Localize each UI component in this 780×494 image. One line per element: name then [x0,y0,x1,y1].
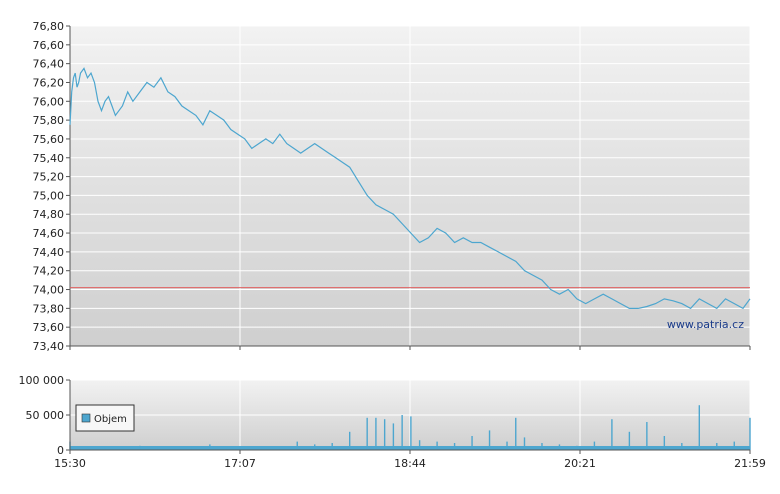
x-tick-label: 18:44 [394,457,426,470]
y-tick-label: 74,80 [33,208,65,221]
volume-y-tick-label: 0 [57,444,64,457]
volume-y-tick-label: 100 000 [19,374,65,387]
y-tick-label: 73,40 [33,340,65,353]
y-tick-label: 75,80 [33,114,65,127]
y-tick-label: 76,40 [33,58,65,71]
x-tick-label: 21:59 [734,457,766,470]
y-tick-label: 75,60 [33,133,65,146]
y-tick-label: 73,80 [33,302,65,315]
volume-baseline-band [70,446,750,450]
y-tick-label: 75,20 [33,171,65,184]
y-tick-label: 74,00 [33,284,65,297]
y-tick-label: 76,20 [33,76,65,89]
x-tick-label: 15:30 [54,457,86,470]
y-tick-label: 73,60 [33,321,65,334]
watermark-text: www.patria.cz [667,318,744,331]
legend-swatch [81,413,91,423]
volume-chart: 100 000 50 000 015:30 17:07 18:44 20:21 21:59 O… [19,374,766,470]
y-tick-label: 76,60 [33,39,65,52]
volume-y-tick-label: 50 000 [26,409,65,422]
price-series-line [69,67,751,310]
x-tick-label: 20:21 [564,457,596,470]
y-tick-label: 75,00 [33,189,65,202]
y-tick-label: 76,80 [33,20,65,33]
y-tick-label: 74,60 [33,227,65,240]
y-tick-label: 75,40 [33,152,65,165]
y-tick-label: 76,00 [33,95,65,108]
y-tick-label: 74,40 [33,246,65,259]
y-tick-label: 74,20 [33,265,65,278]
x-tick-label: 17:07 [224,457,256,470]
legend-label: Objem [94,414,127,425]
price-chart: 76,80 76,60 76,40 76,20 76,00 75,80 75,60 75,40… [33,20,751,353]
